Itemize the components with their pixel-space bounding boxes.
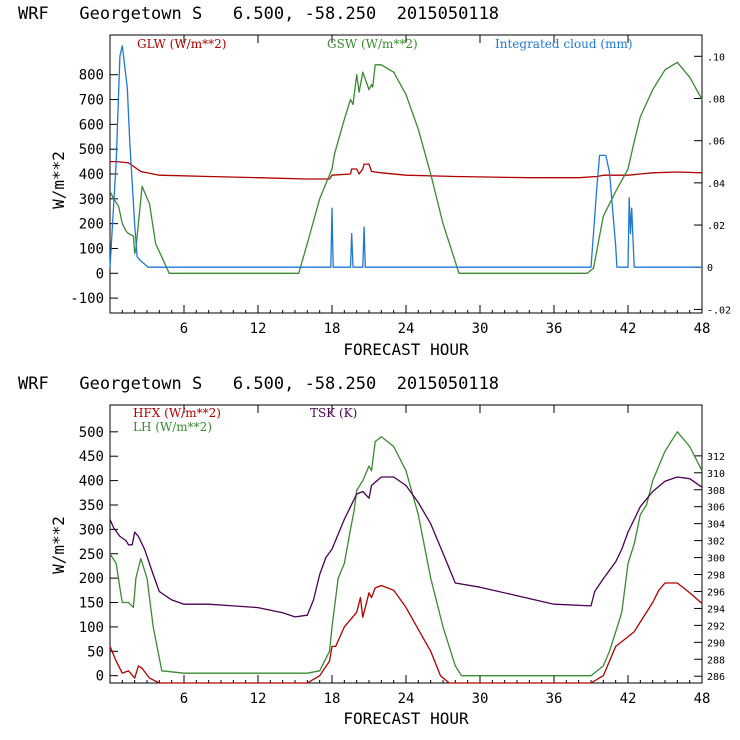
chart-2-y2tick-label: 298 [707,571,725,582]
chart-2-series-lh-line [109,431,703,677]
chart-2-y2tick-label: 292 [707,621,725,632]
chart-2-series-tsk-line [109,476,703,618]
chart-2-y2tick-label: 304 [707,520,725,531]
chart-2-y2tick-label: 306 [707,503,725,514]
chart-2-y2tick-label: 308 [707,486,725,497]
chart-2-legend-tsk: TSK (K) [310,406,357,420]
chart-1-y2tick-label: -.02 [707,305,731,316]
chart-1-xtick-label: 18 [324,321,341,337]
chart-2-xtick-label: 12 [250,691,267,707]
chart-2-ylabel: W/m**2 [49,516,68,574]
chart-1-y2tick-label: .06 [707,137,725,148]
chart-1-y2tick-label: .02 [707,221,725,232]
chart-2-series-hfx-line [109,582,703,684]
chart-1-ylabel: W/m**2 [49,151,68,209]
chart-1-xtick-label: 36 [546,321,563,337]
chart-2-xtick-label: 18 [324,691,341,707]
chart-1-ytick-label: 700 [79,93,104,109]
chart-2-ytick-label: 0 [96,669,104,685]
chart-1-xtick-label: 6 [180,321,188,337]
chart-1-ticks: 6 12 18 24 30 36 42 48 -100 0 100 200 300 400 500 600 70… [70,35,731,337]
chart-1-xlabel: FORECAST HOUR [343,340,469,359]
chart-1-series-gsw-line [109,61,703,274]
chart-1-ytick-label: -100 [70,291,104,307]
chart-1-ytick-label: 200 [79,217,104,233]
chart-1-xtick-label: 24 [398,321,415,337]
chart-1-legend-cloud: Integrated cloud (mm) [495,37,633,51]
chart-2-xtick-label: 42 [620,691,637,707]
chart-2-title: WRF Georgetown S 6.500, -58.250 20150501… [18,374,499,394]
chart-2-ytick-label: 450 [79,449,104,465]
chart-2-y2tick-label: 286 [707,672,725,683]
chart-2-xtick-label: 48 [694,691,711,707]
chart-2-ytick-label: 400 [79,474,104,490]
chart-1-plot-frame [109,34,703,314]
chart-2-y2tick-label: 290 [707,638,725,649]
chart-1-ytick-label: 600 [79,117,104,133]
chart-2-y2tick-label: 300 [707,554,725,565]
chart-1-xtick-label: 42 [620,321,637,337]
chart-2-xtick-label: 30 [472,691,489,707]
chart-1-xtick-label: 48 [694,321,711,337]
chart-1-ytick-label: 500 [79,142,104,158]
chart-2-legend-hfx: HFX (W/m**2) [133,406,221,420]
chart-2-xtick-label: 24 [398,691,415,707]
chart-2-legend-lh: LH (W/m**2) [133,420,212,434]
chart-1-ytick-label: 400 [79,167,104,183]
chart-2-y2tick-label: 312 [707,452,725,463]
chart-1-xtick-label: 12 [250,321,267,337]
chart-2-ticks: 6 12 18 24 30 36 42 48 0 50 100 150 200 250 300 350 400 4… [79,405,725,707]
chart-1-y2tick-label: .04 [707,179,725,190]
chart-2-y2tick-label: 302 [707,537,725,548]
chart-2-ytick-label: 250 [79,547,104,563]
chart-1-series [109,45,703,274]
chart-2-ytick-label: 350 [79,498,104,514]
chart-2-y2tick-label: 296 [707,587,725,598]
chart-2-xtick-label: 6 [180,691,188,707]
chart-2-ytick-label: 50 [87,644,104,660]
chart-2-y2tick-label: 310 [707,469,725,480]
chart-1-title: WRF Georgetown S 6.500, -58.250 20150501… [18,4,499,24]
chart-1-ytick-label: 100 [79,241,104,257]
chart-2-ytick-label: 150 [79,596,104,612]
chart-1-legend-gsw: GSW (W/m**2) [327,37,418,51]
chart-1-series-glw-line [110,160,703,180]
chart-2-ytick-label: 500 [79,425,104,441]
chart-2-xtick-label: 36 [546,691,563,707]
chart-1-ytick-label: 0 [96,266,104,282]
chart-1-y2tick-label: 0 [707,263,713,274]
chart-2-ytick-label: 100 [79,620,104,636]
chart-1-ytick-label: 800 [79,68,104,84]
chart-1-y2tick-label: .08 [707,94,725,105]
chart-2-ytick-label: 200 [79,571,104,587]
chart-1-xtick-label: 30 [472,321,489,337]
chart-2-series [109,431,703,684]
chart-1-y2tick-label: .10 [707,52,725,63]
chart-2-xlabel: FORECAST HOUR [343,709,469,728]
chart-1-ytick-label: 300 [79,192,104,208]
chart-1-series-integrated-line [109,45,702,268]
chart-2-y2tick-label: 288 [707,655,725,666]
chart-1-legend-glw: GLW (W/m**2) [137,37,226,51]
chart-2-ytick-label: 300 [79,522,104,538]
chart-2-y2tick-label: 294 [707,604,725,615]
